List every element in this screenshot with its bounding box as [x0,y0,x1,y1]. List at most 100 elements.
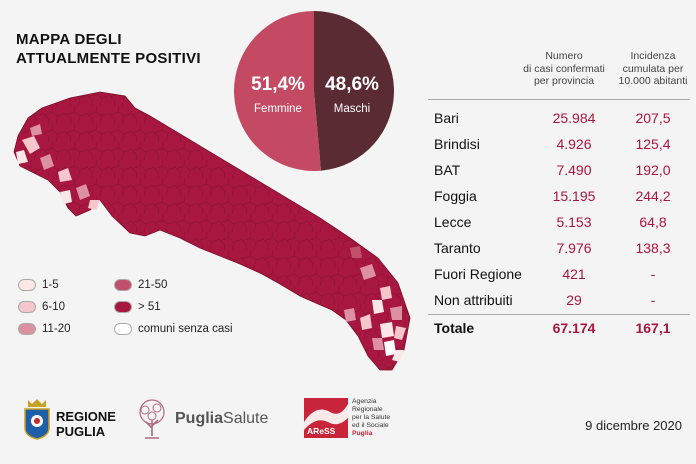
province-incidence: 125,4 [635,136,671,152]
aress-line: Agenzia [352,398,377,405]
female-pct: 51,4% [251,74,305,95]
legend-item: 11-20 [18,323,71,335]
table-row: Taranto 7.976 138,3 [428,236,690,260]
report-date: 9 dicembre 2020 [585,418,682,433]
table-row: Non attribuiti 29 - [428,288,690,312]
province-incidence: 64,8 [639,214,667,230]
page-title: MAPPA DEGLI ATTUALMENTE POSITIVI [16,30,201,68]
aress-line: ed il Sociale [352,422,389,429]
legend-item: > 51 [114,301,161,313]
province-cases: 421 [562,266,586,282]
aress-wave-icon [304,404,348,430]
puglia-map [0,88,420,388]
male-text: Maschi [333,103,371,115]
legend-label: 21-50 [138,279,168,291]
legend-swatch [114,323,132,335]
legend-swatch [114,301,132,313]
pie-slice-male [314,11,395,171]
province-name: Bari [434,110,459,126]
pie-svg [234,11,395,171]
col-header-line: di casi confermati [523,62,605,75]
puglia-salute-logo: PugliaSalute [133,398,283,442]
province-incidence: - [650,292,656,308]
male-pct: 48,6% [325,74,379,95]
total-incidence: 167,1 [635,320,671,336]
province-incidence: 207,5 [635,110,671,126]
province-incidence: 244,2 [635,188,671,204]
regione-line-1: REGIONE [56,409,116,424]
province-name: Brindisi [434,136,480,152]
province-name: Foggia [434,188,477,204]
aress-mark: AReSS [304,398,348,438]
table-row: Foggia 15.195 244,2 [428,184,690,208]
col-header-line: 10.000 abitanti [618,75,688,87]
legend-swatch [18,323,36,335]
regione-text: REGIONE PUGLIA [56,409,116,439]
pie-slice-female [234,11,322,171]
province-name: Taranto [434,240,481,256]
table-row-total: Totale 67.174 167,1 [428,316,690,340]
province-cases: 29 [566,292,582,308]
female-text: Femmine [254,103,302,115]
legend-item: 21-50 [114,279,167,291]
province-cases: 7.976 [556,240,592,256]
col-header-line: Incidenza [630,50,676,62]
puglia-salute-bold: Puglia [175,410,224,427]
total-name: Totale [434,320,475,336]
province-name: Fuori Regione [434,266,522,282]
table-row: Bari 25.984 207,5 [428,106,690,130]
aress-line: Regionale [352,406,383,413]
province-cases: 5.153 [556,214,592,230]
table-row: Brindisi 4.926 125,4 [428,132,690,156]
puglia-salute-text: PugliaSalute [175,410,268,428]
municipality-borders [14,92,410,370]
col-header-line: per provincia [533,75,595,87]
regione-puglia-logo: REGIONE PUGLIA [22,398,142,442]
aress-logo: AReSS Agenzia Regionale per la Salute ed… [304,398,414,442]
male-label: 48,6% Maschi [315,74,389,116]
title-line-2: ATTUALMENTE POSITIVI [16,50,201,67]
province-cases: 15.195 [552,188,596,204]
regione-line-2: PUGLIA [56,424,106,439]
legend-label: 6-10 [42,301,66,313]
legend-item: 6-10 [18,301,65,313]
table-row: Lecce 5.153 64,8 [428,210,690,234]
legend-label: 1-5 [42,279,59,291]
table-divider [428,314,690,315]
aress-abbr: AReSS [307,426,336,436]
col-header-incidence: Incidenza cumulata per 10.000 abitanti [614,50,692,88]
col-header-cases: Numero di casi confermati per provincia [516,50,612,88]
col-header-line: Numero [545,50,583,62]
province-cases: 25.984 [552,110,596,126]
aress-line: per la Salute [352,414,391,421]
province-incidence: - [650,266,656,282]
province-name: Lecce [434,214,472,230]
female-label: 51,4% Femmine [239,74,317,116]
legend-swatch [18,279,36,291]
title-line-1: MAPPA DEGLI [16,31,122,48]
gender-pie-chart: 51,4% Femmine 48,6% Maschi [233,10,395,172]
aress-line: Puglia [352,430,373,437]
aress-text: Agenzia Regionale per la Salute ed il So… [352,398,390,438]
legend-label: 11-20 [42,323,71,335]
legend-item: 1-5 [18,279,59,291]
table-row: Fuori Regione 421 - [428,262,690,286]
legend-swatch [114,279,132,291]
legend-label: comuni senza casi [138,323,233,335]
province-name: BAT [434,162,461,178]
province-name: Non attribuiti [434,292,513,308]
province-incidence: 138,3 [635,240,671,256]
legend-item: comuni senza casi [114,323,233,335]
regione-shield-icon [24,399,50,440]
legend-label: > 51 [138,301,161,313]
province-cases: 7.490 [556,162,592,178]
light-municipalities [16,124,406,362]
total-cases: 67.174 [552,320,596,336]
table-row: BAT 7.490 192,0 [428,158,690,182]
tree-icon [139,399,165,439]
province-incidence: 192,0 [635,162,671,178]
table-divider [428,99,690,100]
legend-swatch [18,301,36,313]
col-header-line: cumulata per [622,62,684,75]
puglia-salute-light: Salute [223,410,269,427]
